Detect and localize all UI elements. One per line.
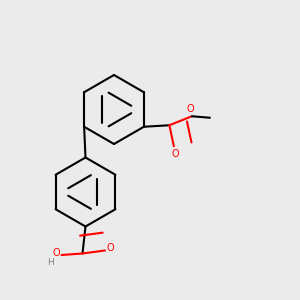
- Text: O: O: [106, 243, 114, 253]
- Text: O: O: [52, 248, 60, 259]
- Text: H: H: [47, 258, 53, 267]
- Text: O: O: [187, 104, 194, 114]
- Text: O: O: [172, 149, 179, 159]
